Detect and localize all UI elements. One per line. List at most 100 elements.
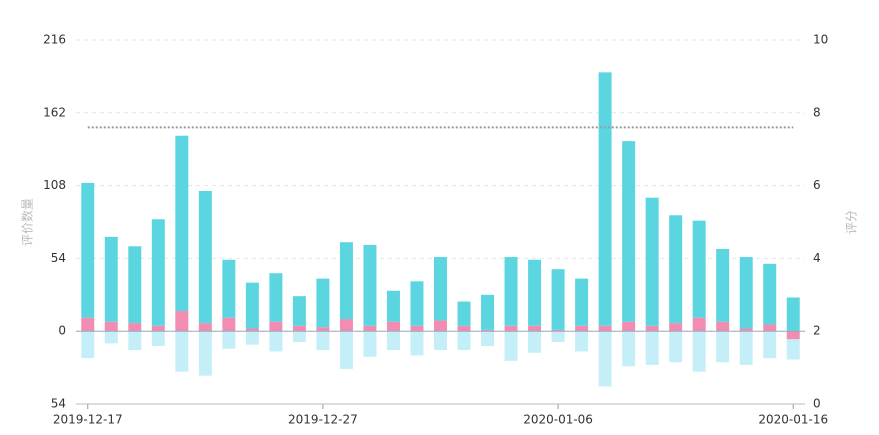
bar — [457, 325, 471, 332]
bar — [575, 278, 589, 326]
y2-tick-label: 6 — [813, 178, 821, 192]
bar — [104, 236, 118, 322]
bar — [339, 331, 353, 369]
bar — [198, 190, 212, 324]
x-tick-label: 2019-12-17 — [53, 413, 123, 427]
bar — [81, 317, 95, 332]
bar — [622, 141, 636, 322]
bar — [316, 278, 330, 328]
bar — [457, 331, 471, 351]
y2-tick-label: 2 — [813, 324, 821, 338]
bar — [410, 281, 424, 326]
bar — [104, 321, 118, 332]
bar — [622, 331, 636, 367]
bar — [598, 72, 612, 326]
bar — [528, 259, 542, 326]
bar — [528, 325, 542, 332]
x-tick-label: 2020-01-16 — [758, 413, 828, 427]
bar — [81, 331, 95, 359]
bar — [151, 325, 165, 332]
bar — [551, 329, 565, 332]
y-tick-label: 108 — [43, 178, 66, 192]
bar — [434, 257, 447, 321]
bar — [645, 197, 659, 326]
bar — [716, 248, 730, 322]
bar — [763, 331, 777, 359]
bar — [786, 331, 800, 340]
bar — [363, 331, 377, 357]
y-tick-label: 54 — [51, 397, 66, 411]
bar — [739, 257, 753, 329]
bar — [645, 331, 659, 365]
bar — [434, 320, 447, 332]
bar — [151, 331, 165, 347]
bar — [410, 325, 424, 332]
bar — [481, 331, 495, 347]
bar — [151, 219, 165, 326]
bar — [363, 325, 377, 332]
bar — [692, 331, 706, 372]
bar — [504, 331, 518, 361]
bar — [551, 331, 565, 342]
bar — [245, 328, 259, 332]
bar — [786, 339, 800, 360]
bar — [245, 282, 259, 329]
bar — [292, 331, 306, 342]
bar — [669, 331, 683, 363]
bar — [175, 331, 189, 372]
bar — [786, 297, 800, 332]
bar — [645, 325, 659, 332]
bar — [222, 331, 236, 349]
bar — [175, 310, 189, 332]
bar — [528, 331, 542, 353]
bar — [504, 325, 518, 332]
y-tick-label: 0 — [58, 324, 66, 338]
bar — [386, 331, 400, 351]
y-tick-label: 216 — [43, 33, 66, 47]
bar — [457, 301, 471, 326]
y2-tick-label: 0 — [813, 397, 821, 411]
bar — [128, 246, 142, 324]
bar — [669, 323, 683, 332]
bar — [716, 331, 730, 363]
bar — [269, 331, 283, 352]
bar — [81, 182, 95, 318]
bar — [551, 269, 565, 330]
y2-tick-label: 8 — [813, 105, 821, 119]
bar — [316, 327, 330, 332]
bar — [363, 244, 377, 326]
bar — [198, 331, 212, 376]
bar — [292, 325, 306, 332]
bar — [104, 331, 118, 344]
bar — [575, 325, 589, 332]
bar — [198, 323, 212, 332]
y-tick-label: 54 — [51, 251, 66, 265]
bar — [504, 257, 518, 326]
bar — [763, 324, 777, 332]
bar — [739, 328, 753, 332]
bar — [739, 331, 753, 365]
x-tick-label: 2019-12-27 — [288, 413, 358, 427]
bar — [410, 331, 424, 356]
y-axis-title: 评价数量 — [20, 198, 35, 246]
bar — [128, 331, 142, 351]
bar — [716, 321, 730, 332]
bar — [669, 215, 683, 324]
bar — [269, 273, 283, 322]
bar — [481, 294, 495, 330]
x-tick-label: 2020-01-06 — [523, 413, 593, 427]
bar — [128, 323, 142, 332]
bar — [245, 331, 259, 345]
bar — [575, 331, 589, 352]
bar — [292, 296, 306, 326]
bar — [763, 263, 777, 325]
bar — [222, 259, 236, 318]
bar — [269, 321, 283, 332]
bar — [692, 317, 706, 332]
bar — [598, 325, 612, 332]
bar — [434, 331, 447, 351]
y2-tick-label: 4 — [813, 251, 821, 265]
bar — [386, 290, 400, 322]
bar — [386, 321, 400, 332]
